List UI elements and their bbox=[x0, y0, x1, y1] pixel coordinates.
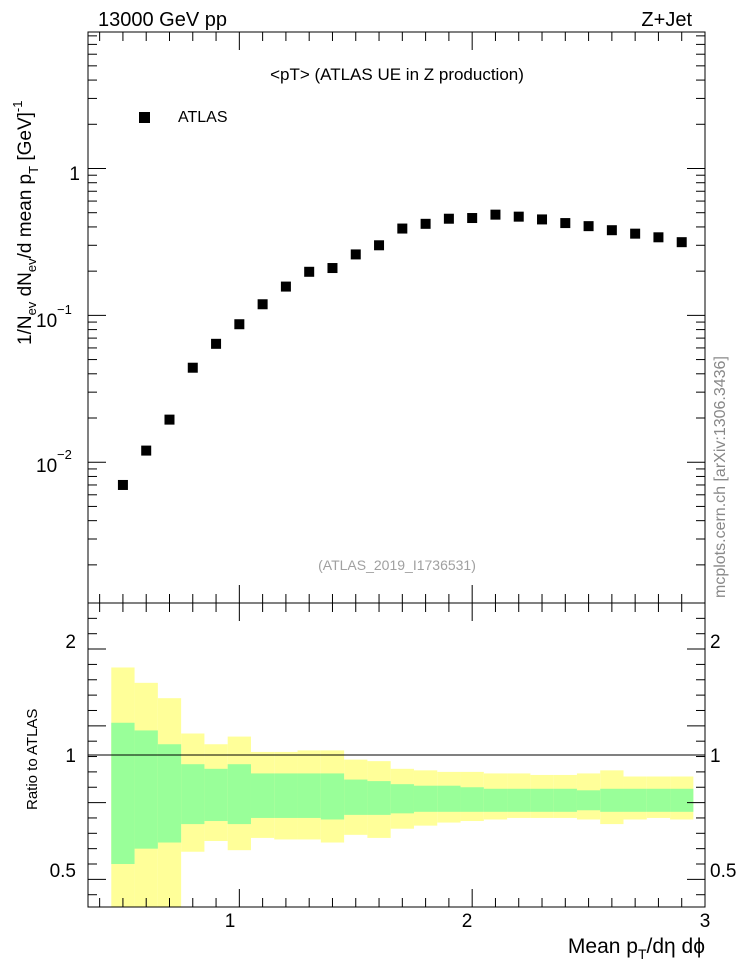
data-point bbox=[141, 445, 152, 456]
data-point bbox=[350, 249, 361, 260]
x-axis-title: Mean pT/dη dϕ bbox=[568, 935, 705, 962]
data-point bbox=[467, 213, 478, 224]
header-process-label: Z+Jet bbox=[641, 9, 692, 31]
ratio-y-axis-title: Ratio to ATLAS bbox=[24, 709, 41, 810]
ratio-inner-band bbox=[553, 788, 577, 812]
side-credit: mcplots.cern.ch [arXiv:1306.3436] bbox=[712, 356, 729, 598]
ratio-inner-band bbox=[134, 730, 158, 849]
ratio-inner-band bbox=[623, 788, 647, 812]
data-point bbox=[490, 209, 501, 220]
ratio-uncertainty-bands bbox=[111, 667, 694, 907]
data-point bbox=[304, 266, 315, 277]
data-point bbox=[583, 221, 594, 232]
ratio-inner-band bbox=[530, 788, 554, 812]
ratio-inner-band bbox=[600, 788, 624, 812]
svg-text:10: 10 bbox=[36, 456, 57, 477]
ratio-y-tick-1-left: 1 bbox=[65, 746, 76, 767]
ratio-inner-band bbox=[227, 764, 251, 825]
ratio-inner-band bbox=[460, 787, 484, 812]
data-point bbox=[653, 232, 664, 243]
ratio-axis-ticks bbox=[88, 603, 706, 907]
ratio-inner-band bbox=[157, 744, 182, 843]
analysis-id: (ATLAS_2019_I1736531) bbox=[318, 557, 476, 573]
y-tick-label-1: 1 bbox=[69, 164, 80, 185]
data-point bbox=[443, 213, 454, 224]
ratio-y-tick-0.5-left: 0.5 bbox=[50, 861, 76, 882]
data-point bbox=[280, 281, 291, 292]
ratio-inner-band bbox=[413, 785, 438, 812]
data-point bbox=[211, 338, 222, 349]
data-markers bbox=[117, 209, 687, 490]
ratio-inner-band bbox=[576, 790, 601, 811]
data-point bbox=[420, 218, 431, 229]
svg-text:−2: −2 bbox=[57, 447, 72, 462]
ratio-inner-band bbox=[111, 722, 135, 865]
ratio-y-tick-2-right: 2 bbox=[710, 632, 721, 653]
main-axis-ticks bbox=[88, 32, 706, 603]
ratio-y-tick-1-right: 1 bbox=[710, 746, 721, 767]
ratio-inner-band bbox=[507, 788, 531, 812]
y-tick-label-0.01: 10 −2 bbox=[36, 447, 72, 477]
y-axis-title: 1/Nev dNev/d mean pT [GeV]-1 bbox=[10, 101, 41, 346]
data-point bbox=[676, 237, 687, 248]
data-point bbox=[560, 218, 571, 229]
ratio-y-tick-0.5-right: 0.5 bbox=[710, 861, 736, 882]
ratio-inner-band bbox=[344, 779, 368, 815]
ratio-inner-band bbox=[274, 773, 298, 818]
plot-title: <pT> (ATLAS UE in Z production) bbox=[270, 65, 524, 84]
data-point bbox=[164, 414, 175, 425]
data-point bbox=[374, 240, 385, 251]
data-point bbox=[117, 479, 128, 490]
header-energy-label: 13000 GeV pp bbox=[98, 9, 227, 31]
data-point bbox=[397, 223, 408, 234]
x-tick-label-2: 2 bbox=[462, 911, 473, 932]
ratio-inner-band bbox=[250, 773, 275, 818]
data-point bbox=[606, 225, 617, 236]
ratio-inner-band bbox=[297, 773, 321, 818]
y-tick-label-0.1: 10 −1 bbox=[36, 302, 72, 332]
ratio-inner-band bbox=[390, 784, 414, 814]
ratio-inner-band bbox=[437, 785, 461, 812]
legend-label: ATLAS bbox=[178, 109, 228, 126]
data-point bbox=[257, 299, 268, 310]
svg-text:10: 10 bbox=[36, 311, 57, 332]
data-point bbox=[513, 211, 524, 222]
ratio-inner-band bbox=[483, 788, 508, 812]
ratio-y-tick-2-left: 2 bbox=[65, 632, 76, 653]
data-point bbox=[537, 214, 548, 225]
x-tick-label-3: 3 bbox=[700, 911, 711, 932]
ratio-inner-band bbox=[670, 788, 694, 812]
data-point bbox=[234, 319, 245, 330]
ratio-inner-band bbox=[204, 768, 228, 822]
data-point bbox=[630, 228, 641, 239]
ratio-inner-band bbox=[181, 764, 205, 825]
ratio-inner-band bbox=[646, 788, 671, 812]
data-point bbox=[187, 362, 198, 373]
svg-text:−1: −1 bbox=[57, 302, 72, 317]
ratio-inner-band bbox=[320, 773, 345, 820]
data-point bbox=[327, 263, 338, 274]
ratio-plot-frame bbox=[87, 602, 706, 908]
ratio-inner-band bbox=[367, 781, 391, 815]
x-tick-label-1: 1 bbox=[225, 911, 236, 932]
legend-marker bbox=[139, 112, 150, 123]
